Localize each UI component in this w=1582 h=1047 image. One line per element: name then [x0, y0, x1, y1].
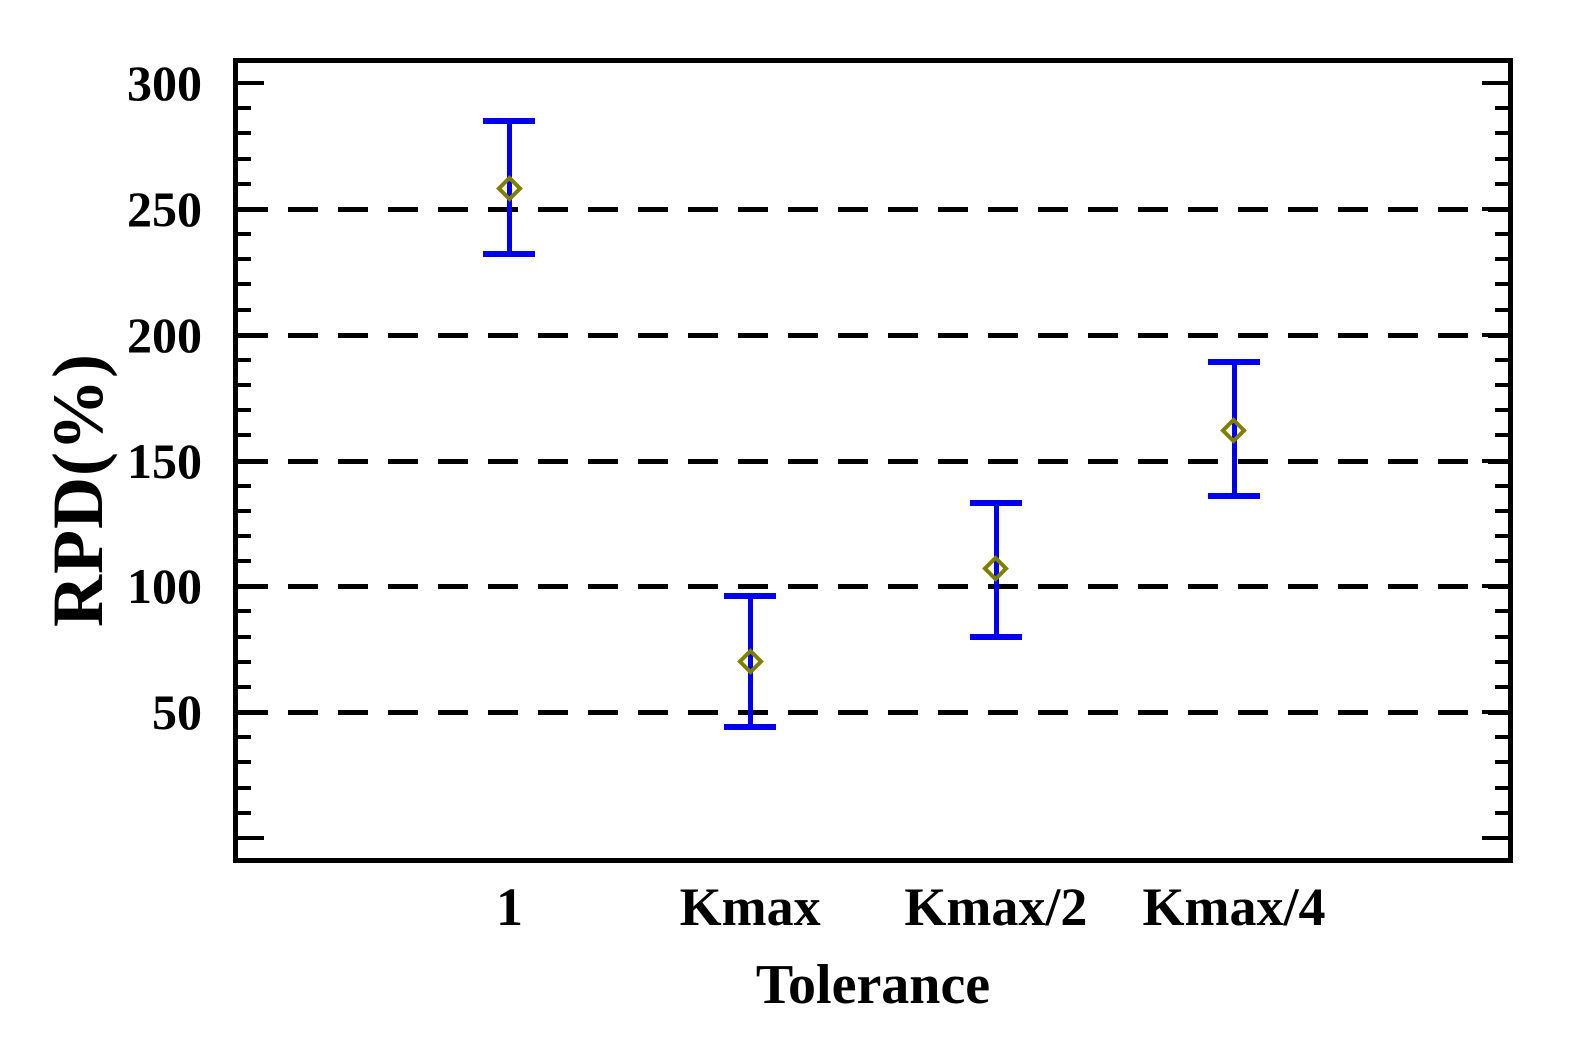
major-tick-left-250 [238, 206, 264, 211]
minor-tick-right-290 [1495, 106, 1508, 111]
minor-tick-right-260 [1495, 181, 1508, 186]
minor-tick-left-60 [238, 684, 251, 689]
major-tick-right-100 [1482, 584, 1508, 589]
gridline-50 [238, 710, 1508, 716]
gridline-200 [238, 332, 1508, 338]
minor-tick-left-210 [238, 307, 251, 312]
major-tick-right-150 [1482, 458, 1508, 463]
major-tick-left-200 [238, 332, 264, 337]
gridline-250 [238, 206, 1508, 212]
minor-tick-left-270 [238, 156, 251, 161]
minor-tick-left-70 [238, 659, 251, 664]
minor-tick-right-180 [1495, 383, 1508, 388]
y-tick-label-250: 250 [127, 180, 202, 237]
minor-tick-left-170 [238, 408, 251, 413]
mean-marker-diamond-0 [496, 175, 523, 203]
minor-tick-right-20 [1495, 785, 1508, 790]
minor-tick-left-220 [238, 282, 251, 287]
minor-tick-left-110 [238, 559, 251, 564]
minor-tick-left-90 [238, 609, 251, 614]
x-tick-label-3: Kmax/4 [1142, 877, 1326, 937]
mean-marker-diamond-2 [982, 555, 1010, 583]
plot-area [233, 58, 1513, 863]
minor-tick-right-240 [1495, 232, 1508, 237]
minor-tick-right-210 [1495, 307, 1508, 312]
minor-tick-right-280 [1495, 131, 1508, 136]
minor-tick-right-230 [1495, 257, 1508, 262]
minor-tick-left-290 [238, 106, 251, 111]
error-bar-cap-bottom-2 [969, 633, 1022, 640]
major-tick-left-50 [238, 710, 264, 715]
error-bar-line-2 [993, 503, 999, 637]
minor-tick-left-180 [238, 383, 251, 388]
error-bar-line-3 [1231, 362, 1237, 496]
gridline-100 [238, 584, 1508, 590]
minor-tick-right-190 [1495, 357, 1508, 362]
minor-tick-left-260 [238, 181, 251, 186]
minor-tick-right-170 [1495, 408, 1508, 413]
minor-tick-left-80 [238, 634, 251, 639]
minor-tick-left-190 [238, 357, 251, 362]
mean-marker-diamond-3 [1220, 416, 1248, 444]
major-tick-right-0 [1482, 835, 1508, 840]
minor-tick-right-140 [1495, 483, 1508, 488]
error-bar-cap-top-2 [969, 500, 1022, 507]
minor-tick-left-280 [238, 131, 251, 136]
x-tick-label-0: 1 [495, 877, 523, 937]
minor-tick-right-60 [1495, 684, 1508, 689]
x-tick-label-2: Kmax/2 [904, 877, 1088, 937]
minor-tick-right-270 [1495, 156, 1508, 161]
major-tick-left-300 [238, 81, 264, 86]
minor-tick-left-30 [238, 760, 251, 765]
y-tick-label-100: 100 [127, 558, 202, 615]
major-tick-right-50 [1482, 710, 1508, 715]
minor-tick-left-20 [238, 785, 251, 790]
major-tick-left-0 [238, 835, 264, 840]
error-bar-line-1 [748, 596, 754, 728]
error-bar-cap-bottom-1 [724, 724, 777, 731]
y-tick-label-200: 200 [127, 306, 202, 363]
error-bar-cap-top-0 [483, 117, 536, 124]
minor-tick-right-30 [1495, 760, 1508, 765]
minor-tick-right-130 [1495, 508, 1508, 513]
minor-tick-right-120 [1495, 533, 1508, 538]
minor-tick-left-40 [238, 735, 251, 740]
minor-tick-left-160 [238, 433, 251, 438]
x-axis-title: Tolerance [755, 954, 991, 1016]
minor-tick-left-230 [238, 257, 251, 262]
minor-tick-right-40 [1495, 735, 1508, 740]
major-tick-left-100 [238, 584, 264, 589]
minor-tick-right-70 [1495, 659, 1508, 664]
minor-tick-left-10 [238, 810, 251, 815]
error-bar-cap-bottom-0 [483, 251, 536, 258]
major-tick-right-200 [1482, 332, 1508, 337]
minor-tick-left-140 [238, 483, 251, 488]
minor-tick-right-160 [1495, 433, 1508, 438]
minor-tick-left-120 [238, 533, 251, 538]
minor-tick-left-130 [238, 508, 251, 513]
major-tick-left-150 [238, 458, 264, 463]
minor-tick-right-80 [1495, 634, 1508, 639]
major-tick-right-300 [1482, 81, 1508, 86]
error-bar-cap-bottom-3 [1207, 492, 1260, 499]
x-tick-label-1: Kmax [679, 877, 821, 937]
major-tick-right-250 [1482, 206, 1508, 211]
minor-tick-left-240 [238, 232, 251, 237]
minor-tick-right-220 [1495, 282, 1508, 287]
minor-tick-right-10 [1495, 810, 1508, 815]
error-bar-cap-top-3 [1207, 359, 1260, 366]
y-tick-label-300: 300 [127, 55, 202, 112]
y-tick-label-150: 150 [127, 432, 202, 489]
minor-tick-right-110 [1495, 559, 1508, 564]
mean-marker-diamond-1 [736, 648, 764, 676]
y-tick-label-50: 50 [152, 684, 202, 741]
minor-tick-right-90 [1495, 609, 1508, 614]
error-bar-cap-top-1 [724, 593, 777, 600]
error-bar-line-0 [507, 120, 513, 255]
gridline-150 [238, 458, 1508, 464]
